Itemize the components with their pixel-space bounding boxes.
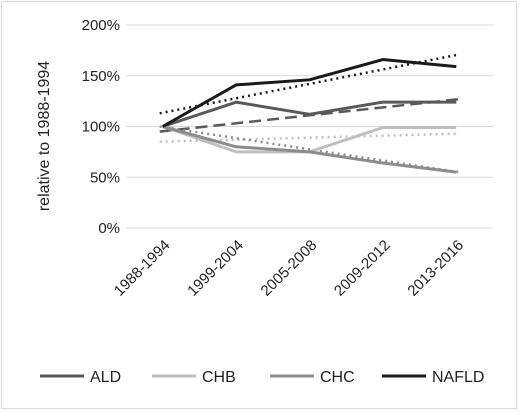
y-tick-label: 100% bbox=[82, 119, 120, 136]
y-tick-labels: 0% 50% 100% 150% 200% bbox=[82, 17, 120, 237]
legend-label-chc: CHC bbox=[320, 369, 355, 386]
series-line-ald bbox=[162, 100, 457, 128]
y-tick-label: 50% bbox=[90, 169, 120, 186]
legend-label-nafld: NAFLD bbox=[432, 369, 484, 386]
x-tick-label: 1988-1994 bbox=[111, 237, 174, 300]
legend-label-chb: CHB bbox=[202, 369, 236, 386]
series-line-nafld bbox=[161, 58, 457, 128]
x-tick-label: 2013-2016 bbox=[404, 237, 467, 300]
y-axis-label: relative to 1988-1994 bbox=[36, 61, 53, 211]
x-tick-label: 2005-2008 bbox=[258, 237, 321, 300]
x-tick-labels: 1988-1994 1999-2004 2005-2008 2009-2012 2013… bbox=[111, 237, 467, 300]
series-line-chc bbox=[162, 125, 457, 174]
legend-label-ald: ALD bbox=[90, 369, 121, 386]
grid-lines bbox=[126, 24, 493, 229]
x-tick-label: 1999-2004 bbox=[184, 237, 247, 300]
y-tick-label: 200% bbox=[82, 17, 120, 34]
trend-line-chc bbox=[159, 125, 460, 174]
x-tick-label: 2009-2012 bbox=[331, 237, 394, 300]
legend: ALD CHB CHC NAFLD bbox=[40, 369, 484, 386]
y-tick-label: 0% bbox=[98, 220, 120, 237]
series-lines bbox=[161, 58, 457, 174]
y-tick-label: 150% bbox=[82, 68, 120, 85]
